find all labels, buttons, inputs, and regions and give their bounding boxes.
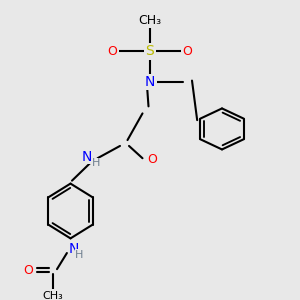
- Text: O: O: [24, 264, 33, 277]
- Text: N: N: [81, 150, 92, 164]
- Text: CH₃: CH₃: [42, 290, 63, 300]
- Text: H: H: [92, 158, 100, 168]
- Text: N: N: [145, 75, 155, 89]
- Text: O: O: [108, 45, 117, 58]
- Text: H: H: [75, 250, 84, 260]
- Text: S: S: [146, 44, 154, 58]
- Text: O: O: [183, 45, 192, 58]
- Text: O: O: [148, 153, 157, 166]
- Text: CH₃: CH₃: [138, 14, 162, 27]
- Text: N: N: [69, 242, 79, 256]
